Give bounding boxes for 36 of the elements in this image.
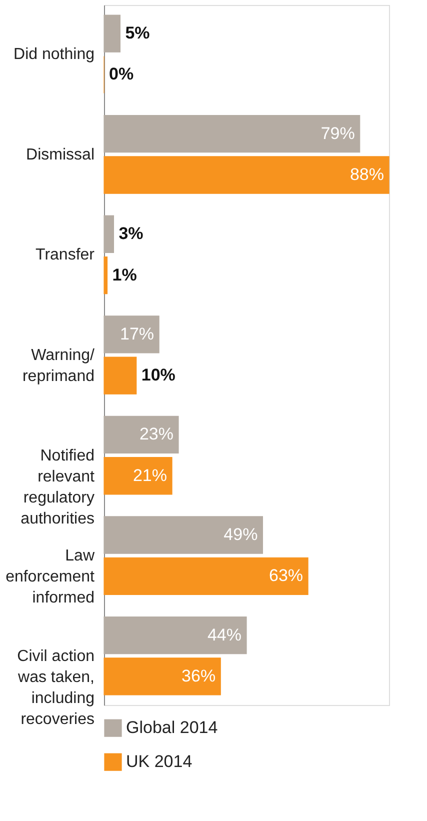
data-label: 49% <box>224 524 258 544</box>
legend-label: Global 2014 <box>126 718 218 737</box>
data-label: 88% <box>350 165 384 184</box>
y-tick-label: Warning/ reprimand <box>22 347 96 385</box>
bar <box>104 416 179 454</box>
data-label: 17% <box>120 324 154 344</box>
data-label: 3% <box>118 224 144 244</box>
y-tick-label: Notified relevant regulatory authorities <box>20 447 96 528</box>
data-label: 1% <box>112 265 137 284</box>
y-tick-label: Law enforcement informed <box>6 548 96 607</box>
bar <box>104 658 221 696</box>
data-label: 44% <box>207 625 242 644</box>
data-label: 10% <box>141 366 176 385</box>
legend-label: UK 2014 <box>126 752 192 771</box>
data-label: 79% <box>320 124 355 143</box>
data-label: 63% <box>269 566 304 586</box>
bar <box>104 14 120 52</box>
data-label: 5% <box>125 24 150 43</box>
y-tick-label: Transfer <box>36 246 96 264</box>
bar <box>104 256 108 294</box>
data-label: 21% <box>132 466 168 485</box>
bar <box>104 316 160 354</box>
bar <box>104 457 172 495</box>
bar <box>104 156 390 194</box>
bar <box>104 356 137 394</box>
y-tick-label: Civil action was taken, including recoveries <box>17 648 94 728</box>
bar <box>104 215 114 253</box>
data-label: 23% <box>139 424 174 444</box>
bar <box>104 115 360 153</box>
bar <box>104 616 247 654</box>
data-label: 0% <box>109 64 134 84</box>
data-label: 36% <box>182 666 216 686</box>
bar <box>104 516 263 554</box>
y-tick-label: Dismissal <box>26 146 94 164</box>
y-tick-label: Did nothing <box>14 46 94 64</box>
bar <box>104 557 308 595</box>
